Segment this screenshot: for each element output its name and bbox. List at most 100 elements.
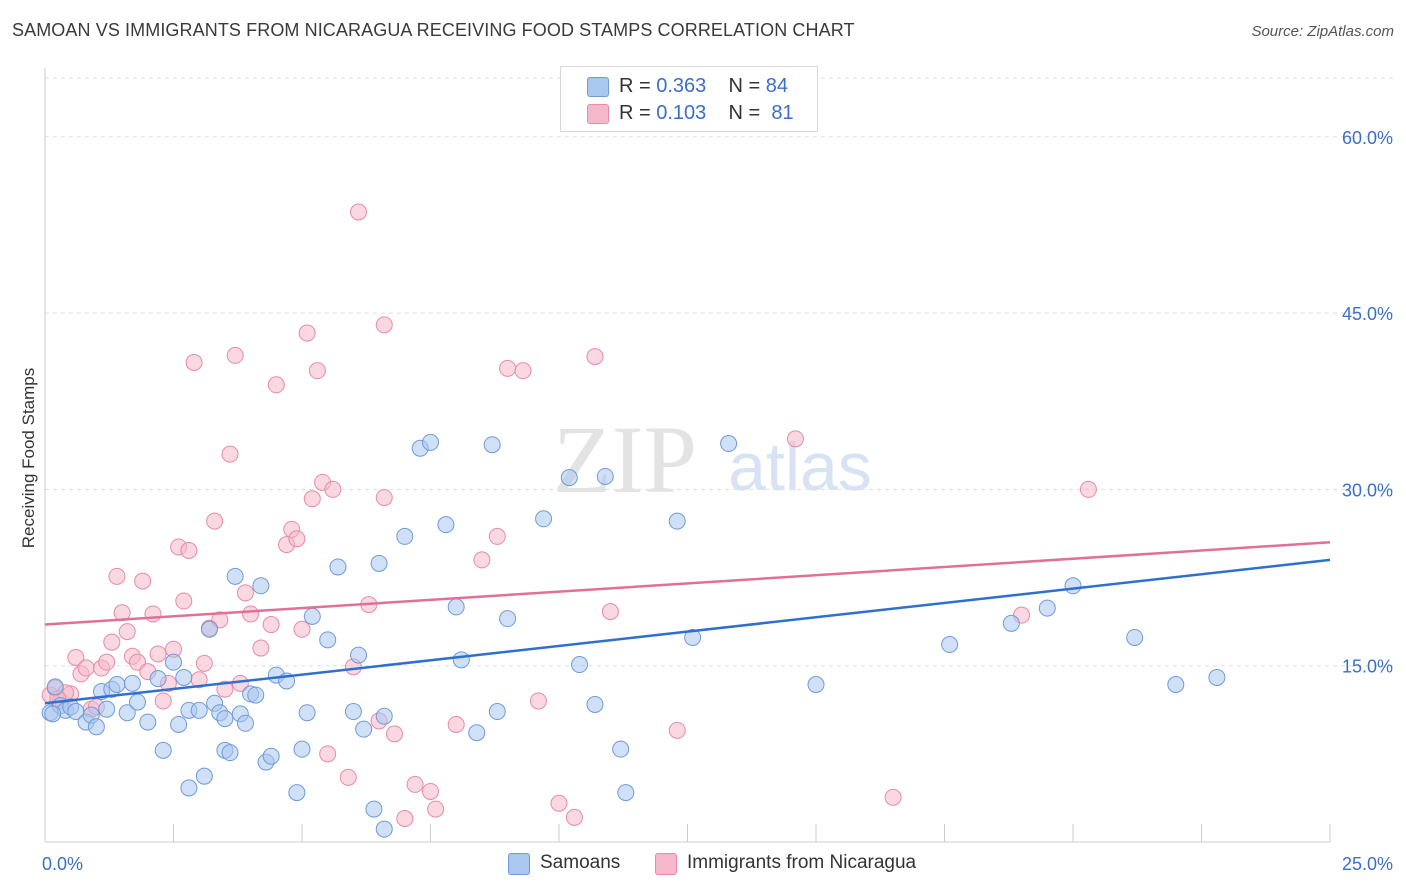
samoan-point xyxy=(247,686,265,704)
samoan-point xyxy=(44,705,62,723)
samoan-point xyxy=(319,631,337,649)
nicaragua-point xyxy=(175,592,193,610)
samoan-point xyxy=(170,715,188,733)
samoan-point xyxy=(123,674,141,692)
nicaragua-point xyxy=(488,527,506,545)
nicaragua-r-label: R = xyxy=(619,102,651,124)
tick-labels: 15.0% 30.0% 45.0% 60.0% 0.0% 25.0% xyxy=(42,128,1393,874)
trend-lines xyxy=(44,541,1331,705)
nicaragua-point xyxy=(473,551,491,569)
nicaragua-point xyxy=(375,489,393,507)
samoan-point xyxy=(190,701,208,719)
samoan-point xyxy=(596,467,614,485)
samoan-point xyxy=(668,512,686,530)
samoans-r-value: 0.363 xyxy=(656,75,707,97)
samoan-point xyxy=(303,607,321,625)
samoans-legend-swatch xyxy=(508,853,530,875)
source-label: Source: ZipAtlas.com xyxy=(1251,23,1394,40)
y-tick-label: 30.0% xyxy=(1342,480,1393,500)
nicaragua-point xyxy=(427,800,445,818)
y-tick-label: 45.0% xyxy=(1342,304,1393,324)
samoan-point xyxy=(200,620,218,638)
samoans-legend-label: Samoans xyxy=(540,852,621,873)
samoan-point xyxy=(483,436,501,454)
samoan-point xyxy=(1038,599,1056,617)
nicaragua-point xyxy=(447,715,465,733)
nicaragua-point xyxy=(499,359,517,377)
samoan-point xyxy=(154,741,172,759)
nicaragua-n-value: 81 xyxy=(771,102,794,124)
nicaragua-n-label: N = xyxy=(728,102,761,124)
samoan-points xyxy=(41,433,1226,838)
nicaragua-point xyxy=(586,348,604,366)
samoan-point xyxy=(355,720,373,738)
samoan-point xyxy=(98,700,116,718)
nicaragua-point xyxy=(668,721,686,739)
nicaragua-point xyxy=(118,623,136,641)
nicaragua-point xyxy=(319,745,337,763)
nicaragua-point xyxy=(77,659,95,677)
samoan-point xyxy=(586,695,604,713)
nicaragua-point xyxy=(206,512,224,530)
nicaragua-legend-swatch xyxy=(655,853,677,875)
nicaragua-point xyxy=(422,782,439,800)
samoan-point xyxy=(535,510,553,528)
samoans-n-label: N = xyxy=(728,75,761,97)
nicaragua-trend-line xyxy=(44,541,1331,626)
nicaragua-point xyxy=(324,480,342,498)
samoan-point xyxy=(329,558,347,576)
samoan-point xyxy=(437,516,455,534)
samoan-point xyxy=(236,714,254,732)
samoan-point xyxy=(488,703,506,721)
samoan-point xyxy=(1208,668,1226,686)
y-axis-label: Receiving Food Stamps xyxy=(19,368,38,548)
y-tick-label: 60.0% xyxy=(1342,128,1393,148)
samoan-point xyxy=(298,704,316,722)
samoan-point xyxy=(108,675,126,693)
nicaragua-points xyxy=(41,203,1097,827)
y-tick-label: 15.0% xyxy=(1342,657,1393,677)
samoan-point xyxy=(180,779,198,797)
nicaragua-swatch xyxy=(587,104,609,124)
samoan-point xyxy=(617,784,635,802)
samoan-point xyxy=(370,554,388,572)
samoan-point xyxy=(252,577,270,595)
nicaragua-point xyxy=(252,639,270,657)
nicaragua-point xyxy=(180,542,198,560)
nicaragua-point xyxy=(514,362,532,380)
samoans-swatch xyxy=(587,77,609,97)
nicaragua-point xyxy=(308,362,326,380)
nicaragua-point xyxy=(267,376,285,394)
nicaragua-r-value: 0.103 xyxy=(656,102,707,124)
nicaragua-point xyxy=(221,445,239,463)
nicaragua-legend-label: Immigrants from Nicaragua xyxy=(687,852,917,873)
nicaragua-point xyxy=(103,633,121,651)
samoan-point xyxy=(216,710,234,728)
samoans-n-value: 84 xyxy=(765,75,789,97)
samoan-point xyxy=(195,767,213,785)
nicaragua-point xyxy=(339,768,357,786)
nicaragua-point xyxy=(786,430,804,448)
nicaragua-point xyxy=(386,725,404,743)
nicaragua-point xyxy=(134,572,152,590)
nicaragua-point xyxy=(98,653,116,671)
x-tick-label: 25.0% xyxy=(1342,854,1393,874)
samoan-point xyxy=(468,724,486,742)
nicaragua-point xyxy=(154,692,172,710)
nicaragua-point xyxy=(303,490,321,508)
chart-title: SAMOAN VS IMMIGRANTS FROM NICARAGUA RECE… xyxy=(12,20,855,40)
samoan-point xyxy=(375,820,393,838)
nicaragua-point xyxy=(216,680,234,698)
samoan-point xyxy=(1002,614,1020,632)
nicaragua-point xyxy=(226,346,244,364)
samoans-r-label: R = xyxy=(619,75,651,97)
samoan-point xyxy=(365,800,383,818)
nicaragua-point xyxy=(375,316,393,334)
samoan-point xyxy=(87,718,105,736)
nicaragua-point xyxy=(262,616,280,634)
samoan-point xyxy=(165,653,182,671)
samoan-trend-line xyxy=(44,558,1331,705)
correlation-legend: R = 0.363 N = 84 R = 0.103 N = 81 xyxy=(560,66,818,132)
samoan-point xyxy=(375,707,393,725)
